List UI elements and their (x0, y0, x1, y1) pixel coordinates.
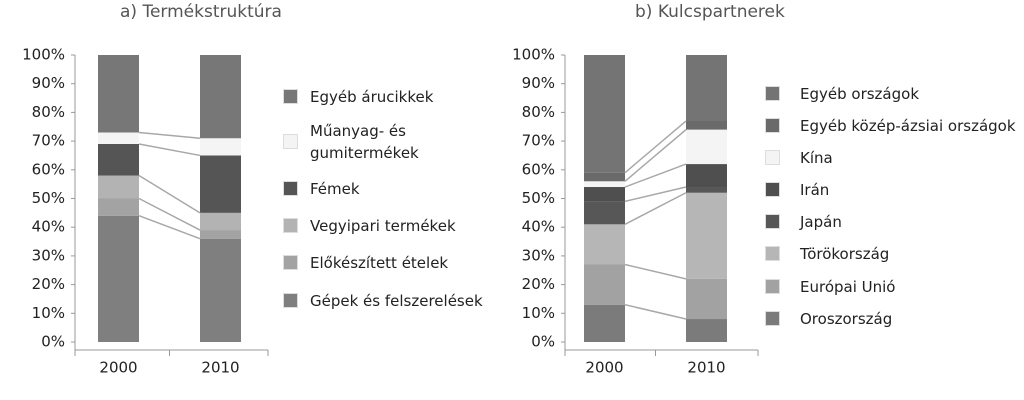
connector (624, 263, 687, 280)
legend-label: Műanyag- és gumitermékek (310, 122, 419, 162)
legend-swatch (283, 181, 298, 196)
bar-segment (686, 121, 727, 130)
legend-swatch (765, 182, 780, 197)
bar-segment (200, 212, 241, 231)
legend-swatch (283, 134, 298, 149)
bar-segment (98, 175, 139, 199)
bar-segment (200, 138, 241, 156)
legend-swatch (765, 246, 780, 261)
y-tick-label: 10% (522, 304, 555, 322)
bar-segment (584, 55, 625, 173)
legend-label: Egyéb országok (800, 85, 920, 103)
legend-label: Gépek és felszerelések (310, 292, 483, 310)
legend-swatch (765, 150, 780, 165)
legend-label: Fémek (310, 180, 360, 198)
x-tick-label: 2000 (99, 359, 137, 377)
connector (624, 120, 687, 174)
legend-swatch (765, 86, 780, 101)
y-tick-label: 40% (32, 218, 65, 236)
y-tick-label: 80% (522, 103, 555, 121)
y-tick-label: 70% (32, 132, 65, 150)
bar-segment (200, 238, 241, 342)
legend-label: Irán (800, 181, 830, 199)
y-tick-label: 70% (522, 132, 555, 150)
legend-swatch (283, 89, 298, 104)
legend-label: Európai Unió (800, 278, 896, 296)
connector (138, 215, 201, 240)
bar-segment (98, 198, 139, 216)
connector (624, 163, 687, 188)
y-tick-label: 10% (32, 304, 65, 322)
legend-label: Egyéb közép-ázsiai országok (800, 117, 1016, 135)
y-tick-label: 40% (522, 218, 555, 236)
bar-segment (584, 304, 625, 342)
bar-segment (686, 187, 727, 193)
y-tick-label: 100% (22, 46, 65, 64)
chart-title: b) Kulcspartnerek (635, 2, 785, 22)
x-tick-label: 2010 (201, 359, 239, 377)
y-tick-label: 60% (522, 160, 555, 178)
legend-label: Japán (800, 213, 842, 231)
legend-swatch (283, 293, 298, 308)
bar-segment (98, 143, 139, 176)
y-tick-label: 90% (522, 74, 555, 92)
connector (138, 174, 201, 214)
legend-label: Kína (800, 149, 833, 167)
bar-segment (584, 181, 625, 188)
bar-segment (584, 172, 625, 182)
bar-segment (686, 129, 727, 165)
y-tick-label: 0% (41, 333, 65, 351)
y-tick-label: 0% (531, 333, 555, 351)
connector (138, 131, 201, 139)
bar-segment (200, 55, 241, 139)
bar-segment (98, 215, 139, 342)
legend-swatch (765, 279, 780, 294)
connector (624, 129, 687, 182)
bar-segment (584, 224, 625, 265)
bar-segment (686, 55, 727, 122)
legend-swatch (283, 218, 298, 233)
legend-label: Törökország (800, 245, 890, 263)
bar-segment (98, 55, 139, 133)
legend-swatch (765, 214, 780, 229)
y-tick-label: 90% (32, 74, 65, 92)
y-tick-label: 30% (522, 246, 555, 264)
bar-segment (584, 264, 625, 305)
connector (624, 303, 687, 320)
connector (138, 197, 201, 231)
bar-segment (686, 319, 727, 342)
y-tick-label: 100% (512, 46, 555, 64)
y-tick-label: 50% (522, 189, 555, 207)
connector (624, 186, 687, 203)
legend-label: Előkészített ételek (310, 254, 449, 272)
legend-swatch (283, 255, 298, 270)
x-tick-label: 2010 (687, 359, 725, 377)
y-tick-label: 30% (32, 246, 65, 264)
y-tick-label: 20% (522, 275, 555, 293)
y-tick-label: 20% (32, 275, 65, 293)
y-tick-label: 60% (32, 160, 65, 178)
legend-label: Vegyipari termékek (310, 217, 456, 235)
bar-segment (200, 155, 241, 213)
bar-segment (584, 201, 625, 225)
legend-swatch (765, 118, 780, 133)
bar-segment (584, 187, 625, 202)
bar-segment (686, 192, 727, 279)
y-tick-label: 50% (32, 189, 65, 207)
bar-segment (686, 164, 727, 188)
legend-label: Oroszország (800, 310, 893, 328)
chart-title: a) Termékstruktúra (120, 2, 282, 22)
bar-segment (98, 132, 139, 144)
legend-swatch (765, 311, 780, 326)
bar-segment (686, 278, 727, 320)
bar-segment (200, 230, 241, 239)
y-tick-label: 80% (32, 103, 65, 121)
legend-label: Egyéb árucikkek (310, 88, 434, 106)
connector (138, 143, 201, 157)
connector (624, 192, 687, 225)
x-tick-label: 2000 (585, 359, 623, 377)
